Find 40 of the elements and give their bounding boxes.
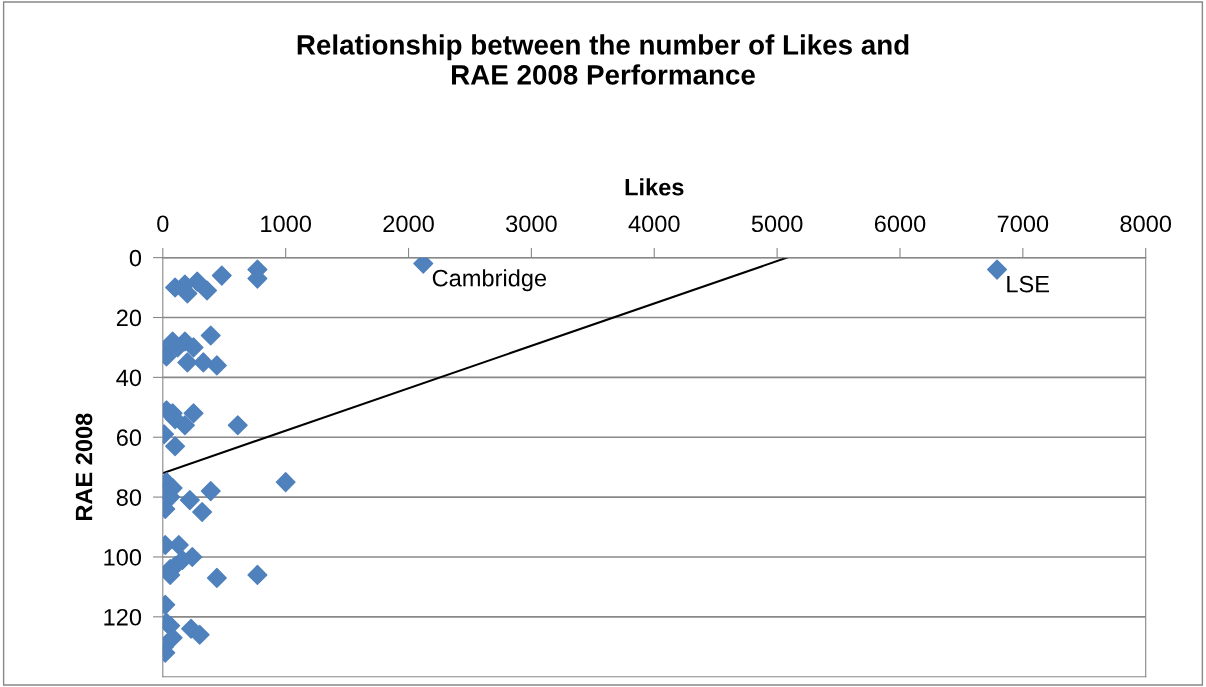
point <box>200 325 221 346</box>
point <box>275 472 296 493</box>
point <box>206 567 227 588</box>
point <box>174 415 195 436</box>
x-tick-label: 0 <box>157 215 169 233</box>
x-tick-label: 3000 <box>506 215 557 233</box>
x-tick-label: 2000 <box>383 215 434 233</box>
y-axis-title: RAE 2008 <box>75 413 93 521</box>
point <box>183 337 204 358</box>
annotation: Cambridge <box>432 269 547 292</box>
chart-title: Relationship between the number of Likes and RAE 2008 Performance <box>297 34 909 85</box>
point <box>192 502 213 523</box>
x-tick-label: 8000 <box>1120 215 1172 233</box>
x-axis-title: Likes <box>625 178 684 196</box>
y-tick-label: 0 <box>129 249 142 267</box>
point <box>200 481 221 502</box>
x-tick-label: 5000 <box>751 215 803 233</box>
x-tick-label: 6000 <box>874 215 926 233</box>
point <box>247 564 268 585</box>
point <box>206 355 227 376</box>
point <box>189 624 210 645</box>
point <box>183 403 204 424</box>
y-tick-label: 40 <box>116 369 142 387</box>
x-tick-label: 7000 <box>997 215 1049 233</box>
y-tick-label: 20 <box>116 309 142 327</box>
point <box>179 490 200 511</box>
x-tick-label: 4000 <box>628 215 680 233</box>
point <box>987 259 1008 280</box>
x-tick-label: 1000 <box>261 215 312 233</box>
point <box>211 265 232 286</box>
point <box>227 415 248 436</box>
point <box>413 257 434 274</box>
annotation: LSE <box>1007 275 1049 293</box>
point <box>165 436 186 457</box>
y-tick-label: 80 <box>116 489 142 506</box>
y-tick-label: 100 <box>104 549 142 566</box>
y-tick-label: 120 <box>104 608 142 626</box>
y-tick-label: 60 <box>116 429 142 447</box>
point <box>197 280 218 301</box>
point <box>177 352 198 373</box>
